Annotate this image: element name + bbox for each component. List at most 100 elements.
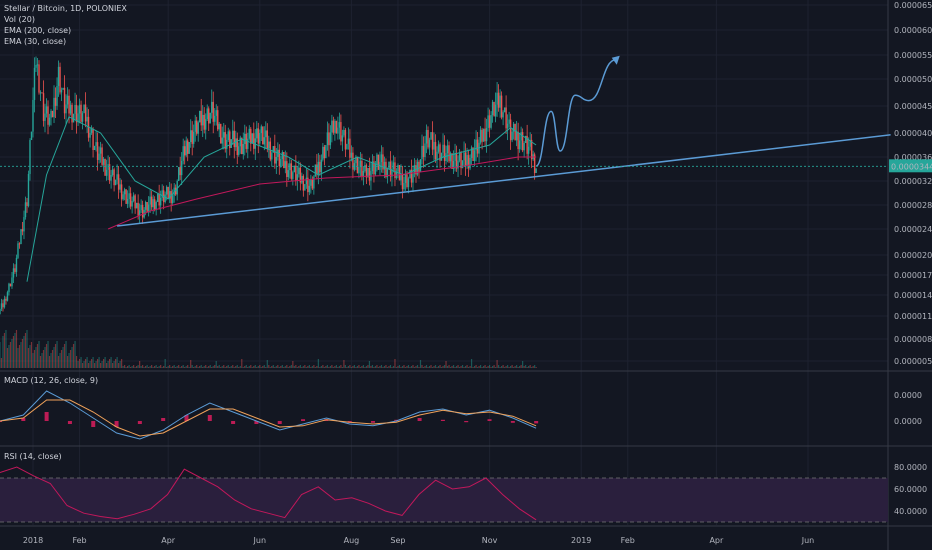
x-tick-label: Feb <box>621 536 635 545</box>
volume-bar <box>205 365 207 368</box>
symbol-title[interactable]: Stellar / Bitcoin, 1D, POLONIEX <box>4 4 127 13</box>
candle-body <box>311 179 314 189</box>
volume-bar <box>428 366 431 368</box>
volume-bar <box>299 365 301 368</box>
volume-bar <box>427 367 429 368</box>
volume-bar <box>528 366 530 368</box>
trendline[interactable] <box>117 134 891 227</box>
volume-bar <box>221 366 223 368</box>
volume-bar <box>386 367 389 368</box>
volume-bar <box>12 336 15 368</box>
candle-body <box>535 168 537 174</box>
candle-body <box>95 142 97 146</box>
candle-body <box>191 130 193 144</box>
volume-bar <box>292 361 294 368</box>
candle-body <box>144 202 147 210</box>
volume-bar <box>257 366 259 368</box>
rsi-legend[interactable]: RSI (14, close) <box>4 452 62 461</box>
volume-bar <box>431 367 434 368</box>
candle-body <box>116 174 118 180</box>
volume-bar <box>316 366 318 368</box>
volume-bar <box>78 359 81 368</box>
candle-body <box>394 162 396 179</box>
candle-body <box>171 195 174 204</box>
volume-bar <box>352 366 354 368</box>
volume-bar <box>89 361 91 368</box>
volume-bar <box>398 365 401 368</box>
candle-body <box>373 161 375 175</box>
candle-body <box>263 137 265 145</box>
volume-bar <box>214 365 216 368</box>
candle-body <box>75 104 78 123</box>
candle-body <box>206 108 208 120</box>
candle-body <box>72 113 75 123</box>
volume-bar <box>529 365 531 368</box>
candle-body <box>382 154 384 170</box>
volume-bar <box>389 365 392 368</box>
volume-bar <box>6 348 9 368</box>
candle-body <box>386 169 389 177</box>
candle-body <box>113 169 115 186</box>
volume-bar <box>298 366 300 368</box>
volume-bar <box>361 366 363 368</box>
candle-body <box>388 161 390 170</box>
volume-bar <box>532 366 534 368</box>
volume-bar <box>172 366 174 368</box>
volume-bar <box>323 367 325 368</box>
candle-body <box>521 132 524 151</box>
candle-body <box>424 143 426 157</box>
candle-body <box>362 171 365 178</box>
candle-body <box>254 138 256 149</box>
volume-bar <box>44 347 46 368</box>
volume-bar <box>33 350 36 368</box>
volume-bar <box>63 344 66 368</box>
candle-body <box>149 196 151 205</box>
volume-bar <box>460 366 462 368</box>
candle-body <box>376 154 378 165</box>
candle-body <box>196 120 198 134</box>
volume-bar <box>455 366 458 368</box>
candle-body <box>262 126 264 145</box>
volume-bar <box>36 344 39 368</box>
volume-bar <box>248 366 250 368</box>
candle-body <box>505 107 507 129</box>
volume-bar <box>277 365 279 368</box>
volume-bar <box>122 366 124 368</box>
volume-bar <box>68 353 70 368</box>
volume-bar <box>130 367 132 368</box>
volume-bar <box>29 345 31 368</box>
candle-body <box>147 204 150 213</box>
volume-bar <box>133 365 135 368</box>
candle-body <box>485 128 488 142</box>
candle-body <box>266 130 269 149</box>
projection-path[interactable] <box>535 59 616 167</box>
candle-body <box>81 113 84 122</box>
volume-bar <box>494 367 497 368</box>
candle-body <box>125 189 127 204</box>
macd-histogram-bar <box>487 419 492 421</box>
volume-bar <box>259 365 261 368</box>
candle-body <box>44 113 46 121</box>
vol-legend[interactable]: Vol (20) <box>4 15 35 24</box>
candle-body <box>241 137 243 155</box>
volume-bar <box>526 367 528 368</box>
candle-body <box>233 130 235 148</box>
candle-body <box>515 131 518 141</box>
candle-body <box>56 85 58 106</box>
volume-bar <box>69 350 72 368</box>
volume-bar <box>367 365 369 368</box>
volume-bar <box>466 365 468 368</box>
volume-bar <box>382 367 384 368</box>
volume-bar <box>467 367 470 368</box>
volume-bar <box>239 366 241 368</box>
ema30-legend[interactable]: EMA (30, close) <box>4 37 67 46</box>
candle-body <box>460 152 462 169</box>
ema200-legend[interactable]: EMA (200, close) <box>4 26 72 35</box>
candle-body <box>286 161 288 178</box>
volume-bar <box>469 366 471 368</box>
candle-body <box>27 174 30 206</box>
candle-body <box>18 243 21 245</box>
candle-body <box>161 190 163 198</box>
macd-legend[interactable]: MACD (12, 26, close, 9) <box>4 376 99 385</box>
